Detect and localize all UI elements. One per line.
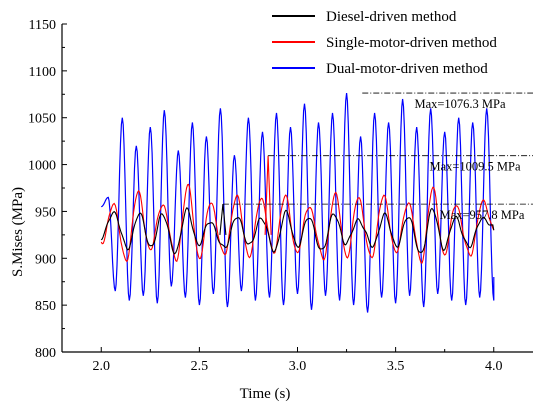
series-lines: [100, 93, 495, 313]
max-annotations: Max=1076.3 MPa Max=1009.5 MPa Max=957.8 MP…: [222, 92, 533, 222]
series-line-single-motor: [100, 183, 495, 264]
y-tick-label: 1100: [29, 65, 56, 80]
max-annotation-label: Max=1076.3 MPa: [414, 97, 506, 111]
legend-label-diesel: Diesel-driven method: [326, 9, 457, 25]
x-tick-label: 2.5: [191, 359, 209, 374]
legend-label-single: Single-motor-driven method: [326, 35, 497, 51]
axes: 800 850 900 950 1000 1050 1100 1150 2.0 2.5 3.0 3.5…: [28, 18, 533, 374]
x-axis-title: Time (s): [240, 386, 291, 402]
y-axis-title: S.Mises (MPa): [10, 187, 26, 277]
series-line-dual-motor: [101, 93, 495, 313]
max-annotation-label: Max=957.8 MPa: [440, 208, 525, 222]
series-line-diesel: [100, 207, 495, 255]
y-tick-label: 900: [35, 252, 56, 267]
y-tick-label: 800: [35, 346, 56, 361]
max-annotation-label: Max=1009.5 MPa: [429, 160, 521, 174]
x-tick-label: 3.0: [289, 359, 307, 374]
x-tick-label: 2.0: [93, 359, 111, 374]
y-tick-label: 1050: [28, 112, 56, 127]
y-tick-label: 1150: [29, 18, 56, 33]
y-tick-label: 1000: [28, 159, 56, 174]
legend-label-dual: Dual-motor-driven method: [326, 61, 488, 77]
y-tick-label: 850: [35, 299, 56, 314]
series-peak-diesel: [219, 204, 227, 235]
legend: Diesel-driven method Single-motor-driven…: [272, 9, 497, 77]
y-tick-label: 950: [35, 205, 56, 220]
x-tick-label: 3.5: [387, 359, 405, 374]
x-tick-label: 4.0: [485, 359, 503, 374]
